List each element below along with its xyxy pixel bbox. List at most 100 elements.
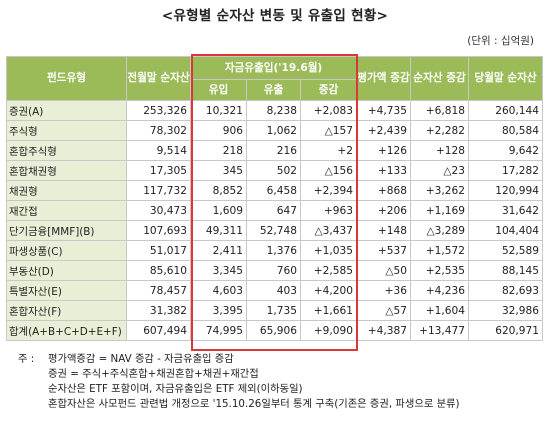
cell-net: △157 <box>299 120 358 141</box>
cell-outflow: 1,376 <box>246 240 301 261</box>
cell-outflow: 647 <box>246 200 301 221</box>
cell-nav: △3,289 <box>410 220 470 241</box>
cell-current: 620,971 <box>468 320 544 341</box>
cell-outflow: 1,062 <box>246 120 301 141</box>
notes: 주 : 평가액증감 = NAV 증감 - 자금유출입 증감 증권 = 주식+주식혼… <box>18 352 460 412</box>
header-net: 증감 <box>299 79 358 101</box>
cell-valuation: △50 <box>356 260 412 281</box>
cell-valuation: +537 <box>356 240 412 261</box>
cell-inflow: 3,395 <box>190 300 247 321</box>
cell-valuation: △57 <box>356 300 412 321</box>
note-line: 순자산은 ETF 포함이며, 자금유출입은 ETF 제외(이하동일) <box>18 382 460 397</box>
cell-valuation: +868 <box>356 180 412 201</box>
cell-current: 9,642 <box>468 140 544 161</box>
cell-inflow: 218 <box>190 140 247 161</box>
cell-net: +9,090 <box>299 320 358 341</box>
cell-outflow: 6,458 <box>246 180 301 201</box>
cell-current: 260,144 <box>468 100 544 121</box>
cell-nav: +1,169 <box>410 200 470 221</box>
header-valuation: 평가액 증감 <box>356 56 412 101</box>
row-name: 혼합자산(F) <box>6 300 127 321</box>
cell-outflow: 403 <box>246 280 301 301</box>
cell-nav: △23 <box>410 160 470 181</box>
cell-current: 32,986 <box>468 300 544 321</box>
table-row: 혼합주식형 9,514 218 216 +2 +126 +128 9,642 <box>6 140 544 161</box>
cell-outflow: 216 <box>246 140 301 161</box>
cell-inflow: 49,311 <box>190 220 247 241</box>
cell-inflow: 1,609 <box>190 200 247 221</box>
note-text: 증권 = 주식+주식혼합+채권혼합+채권+재간접 <box>48 368 259 380</box>
cell-net: +1,035 <box>299 240 358 261</box>
cell-net: △156 <box>299 160 358 181</box>
header-fund-type: 펀드유형 <box>6 56 127 101</box>
table-row: 재간접 30,473 1,609 647 +963 +206 +1,169 31… <box>6 200 544 221</box>
row-name: 단기금융[MMF](B) <box>6 220 127 241</box>
note-text: 순자산은 ETF 포함이며, 자금유출입은 ETF 제외(이하동일) <box>48 383 303 395</box>
unit-label: (단위 : 십억원) <box>467 35 534 47</box>
cell-nav: +2,282 <box>410 120 470 141</box>
cell-net: +963 <box>299 200 358 221</box>
cell-prev: 607,494 <box>126 320 191 341</box>
table-row: 단기금융[MMF](B) 107,693 49,311 52,748 △3,43… <box>6 220 544 241</box>
cell-current: 17,282 <box>468 160 544 181</box>
note-prefix: 주 : <box>18 353 35 365</box>
cell-prev: 253,326 <box>126 100 191 121</box>
cell-current: 82,693 <box>468 280 544 301</box>
cell-inflow: 8,852 <box>190 180 247 201</box>
table-total-row: 합계(A+B+C+D+E+F) 607,494 74,995 65,906 +9… <box>6 320 544 341</box>
cell-outflow: 1,735 <box>246 300 301 321</box>
header-current-month: 당월말 순자산 <box>468 56 544 101</box>
cell-valuation: +148 <box>356 220 412 241</box>
table-row: 부동산(D) 85,610 3,345 760 +2,585 △50 +2,53… <box>6 260 544 281</box>
cell-prev: 107,693 <box>126 220 191 241</box>
fund-flow-table: 펀드유형 전월말 순자산 자금유출입('19.6월) 평가액 증감 순자산 증감… <box>6 56 544 341</box>
row-name: 채권형 <box>6 180 127 201</box>
header-nav-change: 순자산 증감 <box>410 56 470 101</box>
cell-outflow: 502 <box>246 160 301 181</box>
cell-current: 52,589 <box>468 240 544 261</box>
page-title: <유형별 순자산 변동 및 유출입 현황> <box>161 8 389 24</box>
row-name: 혼합주식형 <box>6 140 127 161</box>
cell-valuation: +133 <box>356 160 412 181</box>
table-row: 증권(A) 253,326 10,321 8,238 +2,083 +4,735… <box>6 100 544 121</box>
cell-current: 88,145 <box>468 260 544 281</box>
header-flows-group: 자금유출입('19.6월) <box>189 56 358 80</box>
table-row: 주식형 78,302 906 1,062 △157 +2,439 +2,282 … <box>6 120 544 141</box>
cell-net: +4,200 <box>299 280 358 301</box>
cell-valuation: +36 <box>356 280 412 301</box>
cell-prev: 78,302 <box>126 120 191 141</box>
cell-inflow: 10,321 <box>190 100 247 121</box>
cell-current: 80,584 <box>468 120 544 141</box>
header-prev-month: 전월말 순자산 <box>126 56 191 101</box>
cell-inflow: 906 <box>190 120 247 141</box>
cell-outflow: 8,238 <box>246 100 301 121</box>
cell-prev: 117,732 <box>126 180 191 201</box>
cell-prev: 30,473 <box>126 200 191 221</box>
note-text: 평가액증감 = NAV 증감 - 자금유출입 증감 <box>48 353 234 365</box>
cell-net: +2 <box>299 140 358 161</box>
cell-prev: 51,017 <box>126 240 191 261</box>
note-line: 주 : 평가액증감 = NAV 증감 - 자금유출입 증감 <box>18 352 460 367</box>
cell-net: +1,661 <box>299 300 358 321</box>
note-text: 혼합자산은 사모펀드 관련법 개정으로 '15.10.26일부터 통계 구축(기… <box>48 398 460 410</box>
cell-current: 104,404 <box>468 220 544 241</box>
cell-nav: +1,604 <box>410 300 470 321</box>
header-outflow: 유출 <box>246 79 301 101</box>
cell-nav: +1,572 <box>410 240 470 261</box>
row-name: 부동산(D) <box>6 260 127 281</box>
cell-valuation: +2,439 <box>356 120 412 141</box>
row-name: 재간접 <box>6 200 127 221</box>
cell-outflow: 65,906 <box>246 320 301 341</box>
cell-inflow: 2,411 <box>190 240 247 261</box>
row-name: 특별자산(E) <box>6 280 127 301</box>
cell-valuation: +206 <box>356 200 412 221</box>
cell-net: +2,585 <box>299 260 358 281</box>
row-name: 증권(A) <box>6 100 127 121</box>
cell-nav: +128 <box>410 140 470 161</box>
cell-inflow: 3,345 <box>190 260 247 281</box>
cell-valuation: +4,735 <box>356 100 412 121</box>
cell-nav: +3,262 <box>410 180 470 201</box>
cell-prev: 17,305 <box>126 160 191 181</box>
cell-inflow: 345 <box>190 160 247 181</box>
cell-inflow: 4,603 <box>190 280 247 301</box>
